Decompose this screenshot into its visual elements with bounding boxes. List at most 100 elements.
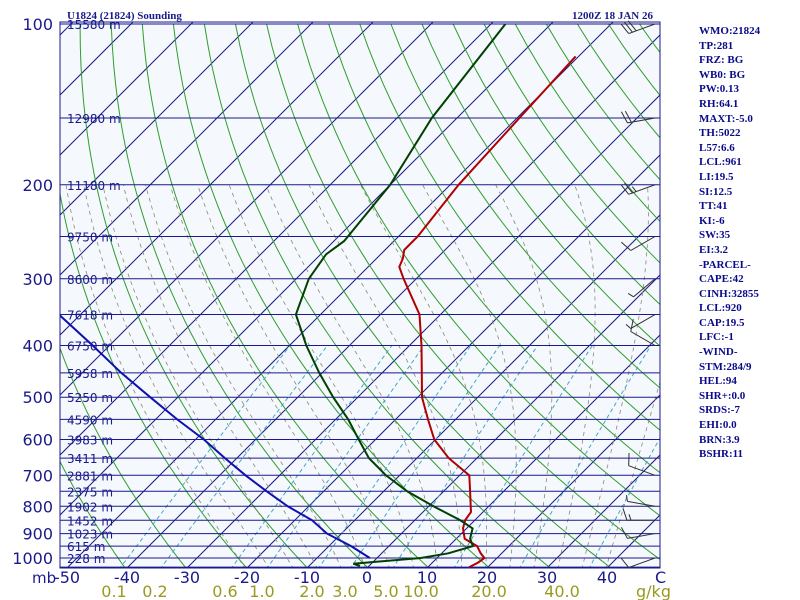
- height-label: 228 m: [67, 552, 105, 566]
- isotherm-line: [306, 214, 660, 568]
- index-item: EI:3.2: [699, 243, 729, 256]
- wind-barb: [620, 236, 656, 251]
- dry-adiabat: [297, 23, 660, 517]
- wind-barb-flag: [622, 508, 628, 521]
- temperature-tick-label: 10: [417, 568, 437, 587]
- dry-adiabat: [390, 23, 660, 389]
- wind-barb: [620, 20, 656, 35]
- temperature-tick-label: -30: [174, 568, 200, 587]
- height-label: 3411 m: [67, 452, 113, 466]
- wind-barb-flag: [620, 557, 630, 568]
- pressure-tick-label: 600: [22, 431, 53, 450]
- dry-adiabat: [452, 23, 660, 306]
- index-item: LCL:920: [699, 302, 742, 315]
- index-item: HEL:94: [699, 375, 737, 388]
- temperature-tick-label: 0: [362, 568, 372, 587]
- index-item: L57:6.6: [699, 141, 735, 154]
- isotherm-line: [60, 22, 194, 156]
- moist-adiabat: [169, 184, 366, 568]
- index-item: SI:12.5: [699, 185, 733, 198]
- height-label: 15580 m: [67, 18, 121, 32]
- height-label: 5958 m: [67, 367, 113, 381]
- wind-barb-flag: [620, 184, 630, 195]
- x-unit-label: C: [655, 568, 666, 587]
- wind-barb-staff: [628, 23, 656, 35]
- index-item: RH:64.1: [699, 97, 739, 110]
- dry-adiabat: [795, 24, 800, 569]
- pressure-tick-label: 1000: [12, 549, 53, 568]
- mixing-ratio-line: [350, 345, 501, 568]
- wind-barb: [620, 110, 656, 124]
- datetime-label: 1200Z 18 JAN 26: [572, 10, 653, 22]
- isotherm-line: [60, 22, 494, 456]
- wind-barb: [620, 557, 656, 569]
- moist-adiabat: [360, 184, 487, 568]
- temperature-tick-label: 40: [597, 568, 617, 587]
- index-item: CINH:32855: [699, 287, 759, 300]
- y-unit-label: mb: [32, 569, 56, 587]
- wind-barb-flag: [620, 111, 628, 124]
- mixing-ratio-label: 0.6: [212, 582, 237, 600]
- wind-barb-half-flag: [631, 186, 637, 192]
- pressure-tick-label: 400: [22, 337, 53, 356]
- moist-adiabat: [145, 184, 342, 568]
- index-item: WMO:21824: [699, 25, 761, 37]
- wind-barb-flag: [624, 182, 633, 194]
- plot-area: [60, 22, 660, 568]
- dry-adiabat: [60, 190, 248, 568]
- pressure-tick-label: 200: [22, 176, 53, 195]
- moist-adiabat: [308, 184, 463, 568]
- isotherm-line: [60, 22, 554, 516]
- height-label: 2881 m: [67, 469, 113, 483]
- pressure-tick-label: 300: [22, 270, 53, 289]
- index-item: -WIND-: [699, 346, 738, 359]
- dry-adiabat: [60, 346, 187, 568]
- temperature-tick-label: -50: [54, 568, 80, 587]
- isotherm-line: [60, 22, 314, 276]
- wind-barb-flag: [620, 23, 630, 34]
- index-item: CAP:19.5: [699, 316, 745, 329]
- isotherm-line: [0, 12, 23, 569]
- wind-barb-staff: [628, 465, 656, 476]
- parcel-profile-line: [60, 314, 371, 559]
- index-item: WB0: BG: [699, 68, 746, 81]
- mixing-ratio-line: [519, 345, 652, 568]
- temperature-tick-label: -20: [234, 568, 260, 587]
- isotherm-line: [186, 94, 660, 568]
- wind-barb: [626, 495, 656, 507]
- height-label: 1902 m: [67, 500, 113, 514]
- height-label: 5250 m: [67, 391, 113, 405]
- wind-barb: [625, 314, 656, 329]
- moist-adiabat: [495, 184, 553, 568]
- mixing-ratio-line: [392, 345, 539, 568]
- mixing-ratio-line: [266, 345, 425, 568]
- temperature-tick-label: 20: [477, 568, 497, 587]
- mixing-ratio-line: [160, 345, 328, 568]
- isotherm-line: [426, 334, 660, 568]
- index-item: CAPE:42: [699, 273, 744, 286]
- isotherm-line: [486, 394, 660, 568]
- index-item: TT:41: [699, 200, 728, 213]
- wind-barb-flag: [627, 20, 637, 32]
- mixing-ratio-line: [453, 345, 593, 568]
- height-label: 12980 m: [67, 112, 121, 126]
- dry-adiabat: [235, 23, 613, 568]
- dry-adiabat: [421, 23, 660, 347]
- dry-adiabat: [328, 23, 660, 474]
- height-label: 615 m: [67, 540, 105, 554]
- index-item: KI:-6: [699, 214, 725, 227]
- dry-adiabat: [764, 24, 800, 569]
- wind-barb: [620, 527, 656, 539]
- moist-adiabat: [197, 184, 390, 568]
- height-label: 1023 m: [67, 528, 113, 542]
- wind-barb-flag: [624, 110, 632, 123]
- pressure-tick-label: 100: [22, 15, 53, 34]
- mixing-ratio-line: [119, 345, 291, 568]
- index-item: LFC:-1: [699, 331, 734, 344]
- height-label: 6750 m: [67, 340, 113, 354]
- mixing-ratio-line: [231, 345, 393, 568]
- index-item: FRZ: BG: [699, 54, 744, 67]
- mixing-ratio-unit: g/kg: [636, 582, 671, 600]
- wind-barb-staff: [627, 533, 656, 539]
